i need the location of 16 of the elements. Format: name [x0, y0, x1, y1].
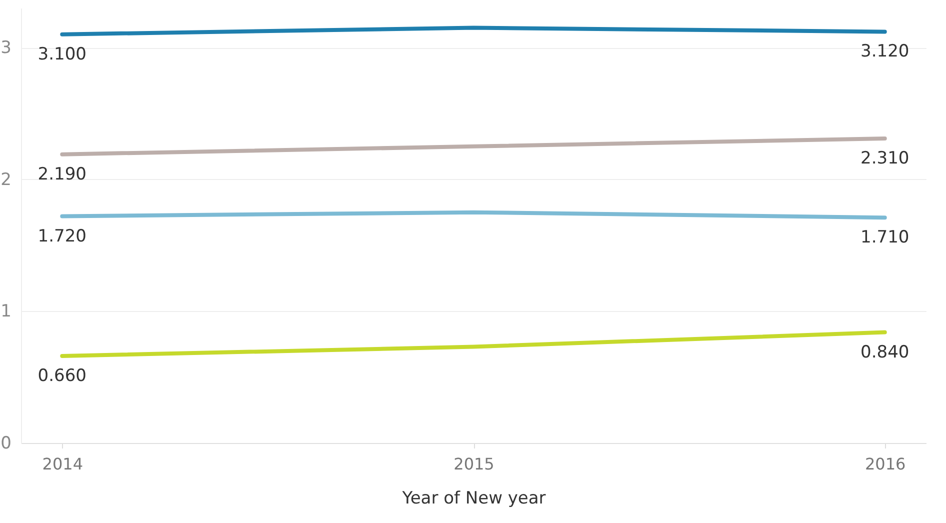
data-label: 3.100 [38, 44, 86, 64]
x-tick-label: 2015 [454, 454, 494, 474]
data-label: 1.710 [860, 228, 910, 248]
data-label: 1.720 [38, 226, 86, 246]
data-label: 3.120 [860, 42, 910, 62]
y-tick-label: 2 [0, 170, 12, 190]
y-tick-label: 0 [0, 434, 12, 454]
data-label: 2.190 [38, 164, 86, 184]
y-tick-label: 3 [0, 38, 12, 58]
x-tick-label: 2016 [865, 454, 906, 474]
data-label: 0.660 [38, 366, 86, 386]
data-label: 0.840 [860, 342, 910, 362]
data-label: 2.310 [860, 148, 910, 168]
y-tick-label: 1 [0, 302, 12, 322]
x-axis-title: Year of New year [401, 488, 546, 508]
x-tick-label: 2014 [42, 454, 83, 474]
